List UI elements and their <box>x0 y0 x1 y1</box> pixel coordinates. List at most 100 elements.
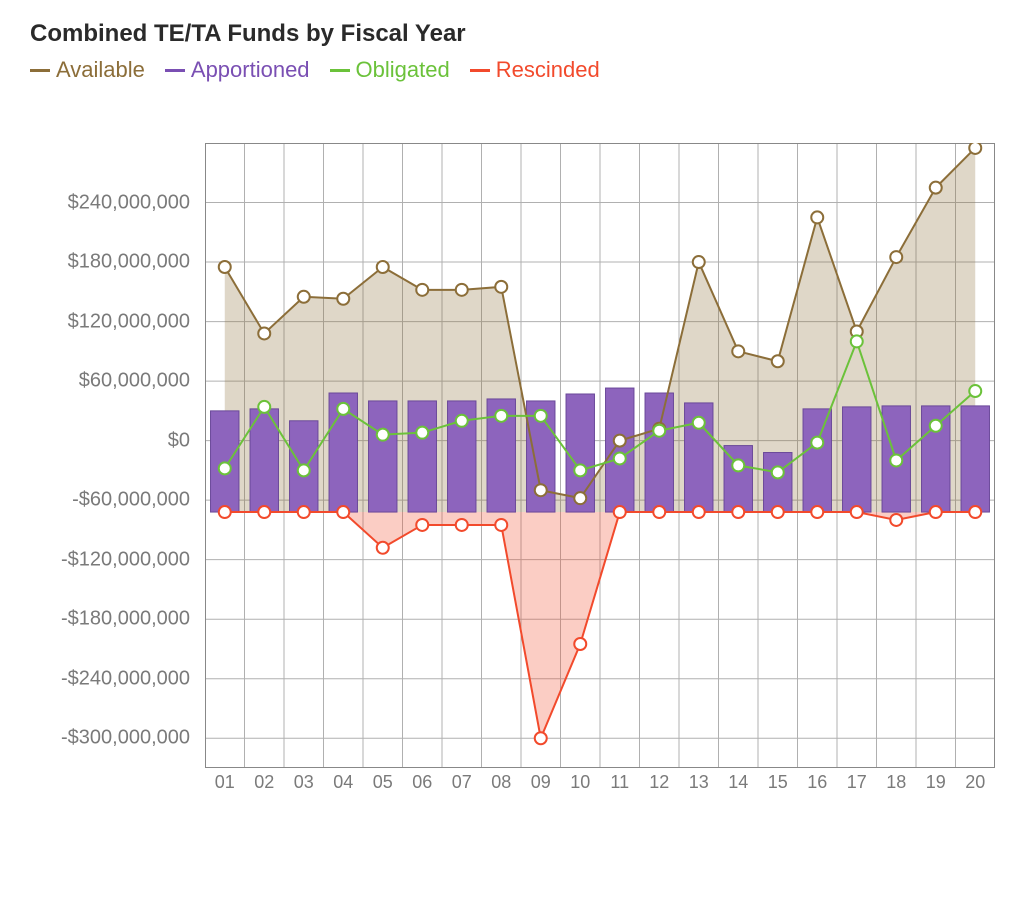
x-tick-label: 11 <box>610 772 629 793</box>
y-tick-label: -$60,000,000 <box>72 489 190 512</box>
marker-obligated <box>416 427 428 439</box>
marker-obligated <box>930 420 942 432</box>
x-tick-label: 02 <box>254 772 274 793</box>
legend-label: Available <box>56 57 145 82</box>
marker-obligated <box>851 336 863 348</box>
marker-rescinded <box>456 519 468 531</box>
x-tick-label: 06 <box>412 772 432 793</box>
marker-available <box>811 212 823 224</box>
x-tick-label: 14 <box>728 772 748 793</box>
legend-label: Apportioned <box>191 57 310 82</box>
marker-rescinded <box>653 506 665 518</box>
y-tick-label: $180,000,000 <box>68 251 190 274</box>
marker-obligated <box>535 410 547 422</box>
legend-item-available: Available <box>30 56 145 83</box>
bar <box>369 401 397 512</box>
y-tick-label: $0 <box>168 429 190 452</box>
marker-available <box>693 256 705 268</box>
bar <box>606 388 634 512</box>
x-tick-label: 13 <box>689 772 709 793</box>
marker-obligated <box>811 437 823 449</box>
y-tick-label: $240,000,000 <box>68 191 190 214</box>
legend-swatch <box>30 69 50 72</box>
marker-rescinded <box>377 542 389 554</box>
marker-rescinded <box>298 506 310 518</box>
x-tick-label: 01 <box>215 772 235 793</box>
bar <box>961 406 989 512</box>
legend-swatch <box>470 69 490 72</box>
legend-item-rescinded: Rescinded <box>470 56 600 83</box>
marker-rescinded <box>930 506 942 518</box>
chart-plot-area: $240,000,000$180,000,000$120,000,000$60,… <box>205 143 995 768</box>
marker-rescinded <box>811 506 823 518</box>
marker-available <box>614 435 626 447</box>
x-tick-label: 20 <box>965 772 985 793</box>
x-tick-label: 18 <box>886 772 906 793</box>
marker-obligated <box>337 403 349 415</box>
marker-obligated <box>969 385 981 397</box>
marker-rescinded <box>219 506 231 518</box>
marker-obligated <box>653 425 665 437</box>
marker-available <box>732 346 744 358</box>
y-tick-label: -$180,000,000 <box>61 608 190 631</box>
bar <box>408 401 436 512</box>
marker-available <box>535 484 547 496</box>
marker-rescinded <box>535 732 547 744</box>
legend: Available Apportioned Obligated Rescinded <box>30 56 994 83</box>
marker-available <box>890 251 902 263</box>
marker-rescinded <box>416 519 428 531</box>
y-tick-label: $120,000,000 <box>68 310 190 333</box>
bar <box>645 393 673 512</box>
bar <box>764 453 792 513</box>
marker-obligated <box>377 429 389 441</box>
x-tick-label: 16 <box>807 772 827 793</box>
y-axis-labels: $240,000,000$180,000,000$120,000,000$60,… <box>30 143 200 768</box>
bar <box>803 409 831 512</box>
marker-rescinded <box>614 506 626 518</box>
marker-rescinded <box>258 506 270 518</box>
marker-available <box>574 492 586 504</box>
x-tick-label: 03 <box>294 772 314 793</box>
marker-available <box>456 284 468 296</box>
marker-rescinded <box>732 506 744 518</box>
x-tick-label: 08 <box>491 772 511 793</box>
marker-available <box>416 284 428 296</box>
x-tick-label: 05 <box>373 772 393 793</box>
y-tick-label: -$300,000,000 <box>61 727 190 750</box>
chart-title: Combined TE/TA Funds by Fiscal Year <box>30 20 994 48</box>
y-tick-label: -$240,000,000 <box>61 667 190 690</box>
marker-obligated <box>772 467 784 479</box>
marker-available <box>219 261 231 273</box>
marker-rescinded <box>337 506 349 518</box>
legend-swatch <box>330 69 350 72</box>
marker-available <box>377 261 389 273</box>
marker-obligated <box>732 460 744 472</box>
x-tick-label: 04 <box>333 772 353 793</box>
marker-obligated <box>258 401 270 413</box>
marker-rescinded <box>890 514 902 526</box>
marker-available <box>772 355 784 367</box>
y-tick-label: -$120,000,000 <box>61 548 190 571</box>
legend-swatch <box>165 69 185 72</box>
marker-rescinded <box>693 506 705 518</box>
marker-obligated <box>890 455 902 467</box>
marker-available <box>298 291 310 303</box>
marker-obligated <box>614 453 626 465</box>
marker-rescinded <box>772 506 784 518</box>
marker-rescinded <box>495 519 507 531</box>
x-tick-label: 17 <box>847 772 867 793</box>
x-tick-label: 07 <box>452 772 472 793</box>
marker-rescinded <box>969 506 981 518</box>
marker-obligated <box>693 417 705 429</box>
marker-obligated <box>219 463 231 475</box>
marker-obligated <box>456 415 468 427</box>
legend-item-obligated: Obligated <box>330 56 450 83</box>
marker-obligated <box>495 410 507 422</box>
legend-label: Rescinded <box>496 57 600 82</box>
x-tick-label: 09 <box>531 772 551 793</box>
legend-item-apportioned: Apportioned <box>165 56 310 83</box>
marker-available <box>930 182 942 194</box>
x-tick-label: 10 <box>570 772 590 793</box>
x-tick-label: 12 <box>649 772 669 793</box>
marker-rescinded <box>574 638 586 650</box>
